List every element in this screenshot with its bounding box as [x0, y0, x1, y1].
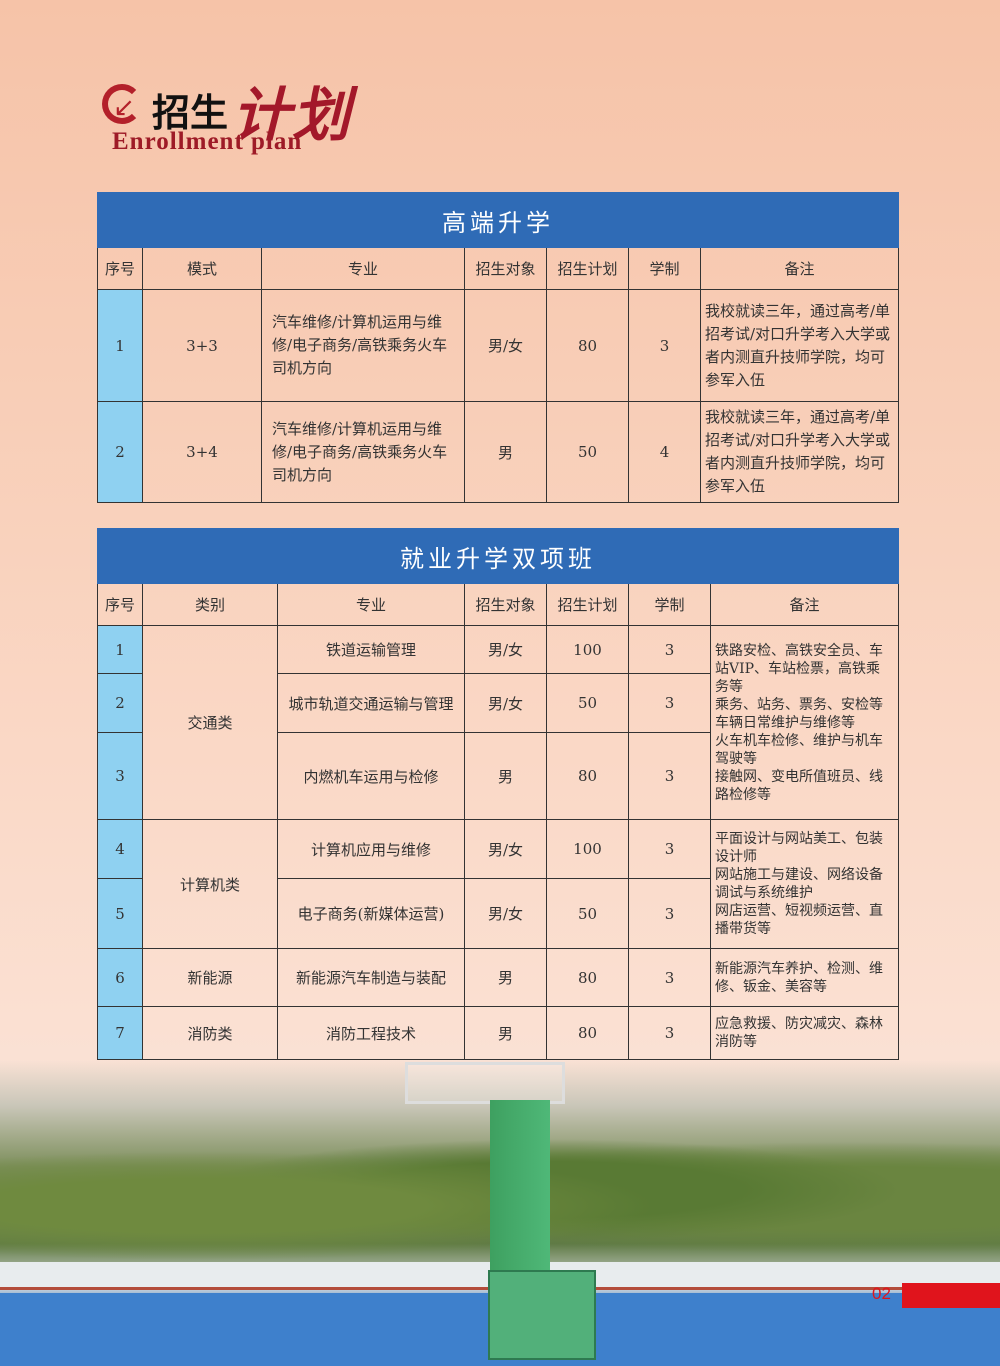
plan-cell: 80: [546, 948, 629, 1007]
category-cell: 新能源: [142, 948, 278, 1007]
years-cell: 3: [628, 673, 711, 733]
column-header: 序号: [97, 247, 143, 290]
page-bar: [902, 1283, 1000, 1308]
plan-cell: 50: [546, 673, 629, 733]
plan-cell: 100: [546, 625, 629, 674]
column-header: 序号: [97, 583, 143, 626]
category-cell: 消防类: [142, 1006, 278, 1060]
row-number: 7: [97, 1006, 143, 1060]
years-cell: 3: [628, 625, 711, 674]
years-cell: 3: [628, 1006, 711, 1060]
circle-arrow-icon: [102, 84, 142, 124]
column-header: 专业: [261, 247, 465, 290]
table-row: 1 交通类 铁道运输管理 男/女 100 3 铁路安检、高铁安全员、车站VIP、…: [97, 625, 900, 820]
logo-title-part2: 计划: [232, 81, 353, 149]
row-number: 6: [97, 948, 143, 1007]
plan-cell: 100: [546, 819, 629, 879]
years-cell: 3: [628, 732, 711, 820]
table-row: 7 消防类 消防工程技术 男 80 3 应急救援、防灾减灾、森林消防等: [97, 1006, 900, 1060]
target-cell: 男: [464, 1006, 547, 1060]
major-cell: 计算机应用与维修: [277, 819, 465, 879]
years-cell: 3: [628, 878, 711, 949]
major-cell: 消防工程技术: [277, 1006, 465, 1060]
mode-cell: 3+4: [142, 401, 262, 503]
row-number: 1: [97, 625, 143, 674]
table-row: 1 3+3 汽车维修/计算机运用与维修/电子商务/高铁乘务火车司机方向 男/女 …: [97, 289, 900, 402]
major-cell: 新能源汽车制造与装配: [277, 948, 465, 1007]
plan-cell: 50: [546, 878, 629, 949]
logo-title-part1: 招生: [152, 91, 229, 135]
years-cell: 3: [628, 819, 711, 879]
major-cell: 电子商务(新媒体运营): [277, 878, 465, 949]
target-cell: 男/女: [464, 878, 547, 949]
target-cell: 男: [464, 732, 547, 820]
column-header: 学制: [628, 583, 711, 626]
table-row: 2 3+4 汽车维修/计算机运用与维修/电子商务/高铁乘务火车司机方向 男 50…: [97, 401, 900, 503]
column-header: 备注: [709, 583, 900, 626]
hoop-base-image: [488, 1270, 596, 1360]
plan-cell: 80: [546, 289, 629, 402]
row-number: 5: [97, 878, 143, 949]
row-number: 4: [97, 819, 143, 879]
plan-cell: 80: [546, 732, 629, 820]
column-header: 学制: [628, 247, 701, 290]
target-cell: 男: [464, 401, 547, 503]
note-cell: 铁路安检、高铁安全员、车站VIP、车站检票，高铁乘务等 乘务、站务、票务、安检等…: [709, 625, 900, 820]
page-number: 02: [872, 1284, 891, 1303]
column-header: 类别: [142, 583, 278, 626]
column-header: 招生计划: [546, 247, 629, 290]
table-title: 就业升学双项班: [96, 528, 900, 584]
row-number: 1: [97, 289, 143, 402]
target-cell: 男/女: [464, 289, 547, 402]
note-cell: 我校就读三年，通过高考/单招考试/对口升学考入大学或者内测直升技师学院，均可参军…: [699, 401, 900, 503]
note-cell: 我校就读三年，通过高考/单招考试/对口升学考入大学或者内测直升技师学院，均可参军…: [699, 289, 900, 402]
table-advanced-study: 高端升学 序号 模式 专业 招生对象 招生计划 学制 备注 1 3+3 汽车维修…: [96, 192, 900, 503]
table-row: 5 电子商务(新媒体运营) 男/女 50 3: [97, 878, 899, 949]
target-cell: 男/女: [464, 819, 547, 879]
row-number: 2: [97, 401, 143, 503]
years-cell: 4: [628, 401, 701, 503]
years-cell: 3: [628, 289, 701, 402]
plan-cell: 80: [546, 1006, 629, 1060]
table-row: 3 内燃机车运用与检修 男 80 3: [97, 732, 899, 820]
mode-cell: 3+3: [142, 289, 262, 402]
major-cell: 汽车维修/计算机运用与维修/电子商务/高铁乘务火车司机方向: [261, 289, 465, 402]
column-header: 招生对象: [464, 583, 547, 626]
note-cell: 应急救援、防灾减灾、森林消防等: [709, 1006, 900, 1060]
table-row: 6 新能源 新能源汽车制造与装配 男 80 3 新能源汽车养护、检测、维修、钣金…: [97, 948, 900, 1007]
note-cell: 平面设计与网站美工、包装设计师 网站施工与建设、网络设备调试与系统维护 网店运营…: [709, 819, 900, 949]
table-row: 2 城市轨道交通运输与管理 男/女 50 3: [97, 673, 899, 733]
category-cell: 计算机类: [142, 819, 278, 949]
table-row: 4 计算机类 计算机应用与维修 男/女 100 3 平面设计与网站美工、包装设计…: [97, 819, 900, 949]
note-cell: 新能源汽车养护、检测、维修、钣金、美容等: [709, 948, 900, 1007]
backboard-image: [405, 1062, 565, 1104]
years-cell: 3: [628, 948, 711, 1007]
major-cell: 城市轨道交通运输与管理: [277, 673, 465, 733]
plan-cell: 50: [546, 401, 629, 503]
category-cell: 交通类: [142, 625, 278, 820]
column-header: 模式: [142, 247, 262, 290]
logo-subtitle: Enrollment plan: [112, 128, 303, 155]
table-title: 高端升学: [96, 192, 900, 248]
major-cell: 铁道运输管理: [277, 625, 465, 674]
row-number: 3: [97, 732, 143, 820]
table-employment-study: 就业升学双项班 序号 类别 专业 招生对象 招生计划 学制 备注 1 交通类 铁…: [96, 528, 900, 1060]
column-header: 招生对象: [464, 247, 547, 290]
target-cell: 男/女: [464, 673, 547, 733]
major-cell: 内燃机车运用与检修: [277, 732, 465, 820]
target-cell: 男: [464, 948, 547, 1007]
table-header-row: 序号 类别 专业 招生对象 招生计划 学制 备注: [97, 583, 900, 626]
table-header-row: 序号 模式 专业 招生对象 招生计划 学制 备注: [97, 247, 900, 290]
column-header: 专业: [277, 583, 465, 626]
major-cell: 汽车维修/计算机运用与维修/电子商务/高铁乘务火车司机方向: [261, 401, 465, 503]
column-header: 备注: [699, 247, 900, 290]
target-cell: 男/女: [464, 625, 547, 674]
column-header: 招生计划: [546, 583, 629, 626]
row-number: 2: [97, 673, 143, 733]
enrollment-plan-logo: ↓ 招生 计划 Enrollment plan: [100, 70, 380, 160]
